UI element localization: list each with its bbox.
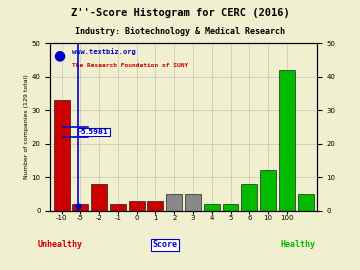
Bar — [204, 204, 220, 211]
Text: www.textbiz.org: www.textbiz.org — [72, 48, 135, 55]
Bar — [279, 70, 295, 211]
Bar — [110, 204, 126, 211]
Text: Industry: Biotechnology & Medical Research: Industry: Biotechnology & Medical Resear… — [75, 27, 285, 36]
Bar — [129, 201, 145, 211]
Text: Unhealthy: Unhealthy — [37, 240, 82, 249]
Bar — [222, 204, 238, 211]
Text: The Research Foundation of SUNY: The Research Foundation of SUNY — [72, 63, 188, 68]
Bar — [148, 201, 163, 211]
Text: Healthy: Healthy — [281, 240, 316, 249]
Text: Score: Score — [152, 240, 177, 249]
Bar — [72, 204, 89, 211]
Bar — [241, 184, 257, 211]
Bar — [91, 184, 107, 211]
Bar — [54, 100, 69, 211]
Bar — [298, 194, 314, 211]
Bar — [260, 170, 276, 211]
Text: Z''-Score Histogram for CERC (2016): Z''-Score Histogram for CERC (2016) — [71, 8, 289, 18]
Y-axis label: Number of companies (129 total): Number of companies (129 total) — [24, 75, 29, 179]
Bar — [185, 194, 201, 211]
Text: -5.5981: -5.5981 — [79, 129, 109, 135]
Text: ●: ● — [53, 48, 65, 62]
Bar — [166, 194, 182, 211]
